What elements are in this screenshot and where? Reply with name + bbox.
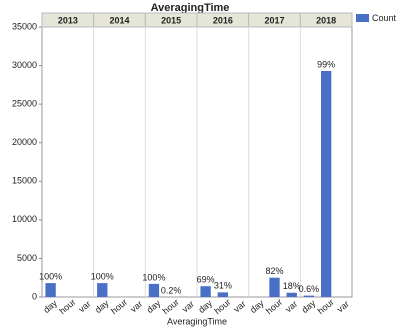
x-tick-label: hour — [109, 297, 129, 316]
x-tick-label: day — [41, 298, 59, 315]
facet-label: 2016 — [213, 15, 233, 25]
bar — [97, 283, 108, 297]
facet-label: 2018 — [316, 15, 336, 25]
x-tick-label: hour — [161, 297, 181, 316]
legend-label: Count — [372, 13, 397, 23]
bar — [269, 277, 280, 297]
y-tick-label: 25000 — [12, 99, 37, 109]
x-tick-label: day — [300, 298, 318, 315]
x-tick-label: day — [196, 298, 214, 315]
x-tick-label: var — [283, 299, 299, 315]
y-tick-label: 0 — [32, 291, 37, 301]
y-tick-label: 15000 — [12, 176, 37, 186]
x-tick-label: var — [128, 299, 144, 315]
x-tick-label: var — [335, 299, 351, 315]
x-tick-label: var — [180, 299, 196, 315]
bar — [148, 283, 160, 297]
percent-label: 100% — [142, 272, 165, 282]
x-tick-label: hour — [212, 297, 232, 316]
percent-label: 99% — [317, 59, 335, 69]
bar — [45, 283, 56, 297]
facet-label: 2014 — [109, 15, 129, 25]
legend-swatch — [356, 14, 369, 22]
y-tick-label: 35000 — [12, 21, 37, 31]
facet-label: 2015 — [161, 15, 181, 25]
y-tick-label: 30000 — [12, 60, 37, 70]
x-tick-label: day — [145, 298, 163, 315]
percent-label: 31% — [214, 281, 232, 291]
percent-label: 100% — [39, 271, 62, 281]
facet-label: 2013 — [58, 15, 78, 25]
x-axis-title: AveragingTime — [167, 316, 227, 326]
bar — [321, 70, 332, 297]
facet-header — [299, 12, 353, 28]
x-tick-label: hour — [264, 297, 284, 316]
y-tick-label: 5000 — [17, 253, 37, 263]
bar — [303, 295, 315, 297]
percent-label: 0.6% — [299, 284, 320, 294]
percent-label: 100% — [91, 271, 114, 281]
percent-label: 0.2% — [161, 285, 182, 295]
bar — [217, 292, 228, 297]
facet-label: 2017 — [264, 15, 284, 25]
x-tick-label: hour — [57, 297, 77, 316]
percent-label: 82% — [265, 266, 283, 276]
bar — [200, 286, 211, 297]
x-tick-label: var — [77, 299, 93, 315]
percent-label: 18% — [283, 281, 301, 291]
x-tick-label: day — [248, 298, 266, 315]
x-tick-label: var — [232, 299, 248, 315]
y-tick-label: 20000 — [12, 137, 37, 147]
y-tick-label: 10000 — [12, 214, 37, 224]
x-tick-label: hour — [316, 297, 336, 316]
x-tick-label: day — [93, 298, 111, 315]
bar — [286, 292, 297, 297]
percent-label: 69% — [197, 275, 215, 285]
chart-title: AveragingTime — [151, 2, 230, 14]
